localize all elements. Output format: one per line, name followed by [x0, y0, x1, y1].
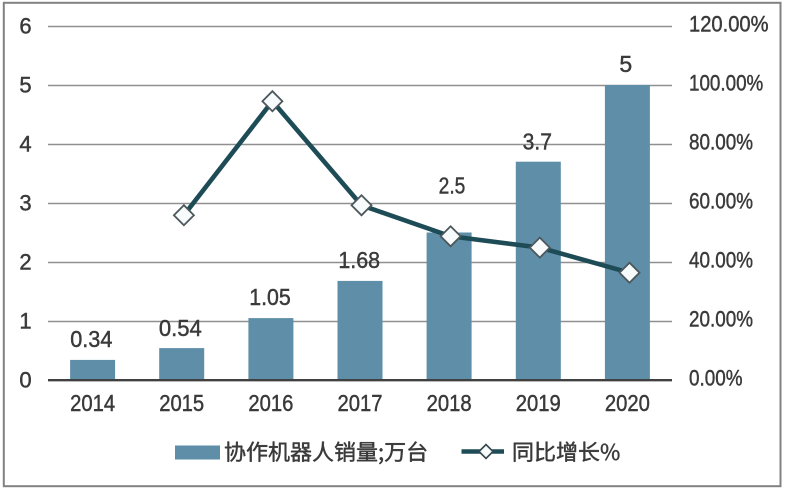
- svg-text:2014: 2014: [70, 390, 115, 416]
- svg-text:6: 6: [19, 14, 31, 39]
- svg-text:80.00%: 80.00%: [689, 130, 753, 155]
- svg-text:40.00%: 40.00%: [689, 248, 753, 273]
- svg-text:1.68: 1.68: [338, 247, 380, 273]
- svg-text:2020: 2020: [605, 390, 650, 416]
- svg-text:2015: 2015: [159, 390, 204, 416]
- svg-text:0.54: 0.54: [159, 315, 202, 341]
- svg-text:0.00%: 0.00%: [689, 366, 743, 391]
- svg-text:0.34: 0.34: [70, 326, 112, 352]
- svg-text:1.05: 1.05: [249, 284, 291, 310]
- svg-text:2.5: 2.5: [439, 172, 466, 198]
- svg-text:5: 5: [619, 51, 632, 77]
- svg-text:0: 0: [19, 368, 31, 393]
- svg-text:1: 1: [19, 309, 31, 334]
- svg-text:2017: 2017: [338, 390, 383, 416]
- svg-text:3: 3: [19, 191, 31, 216]
- svg-text:100.00%: 100.00%: [689, 71, 763, 96]
- svg-text:3.7: 3.7: [523, 129, 552, 155]
- svg-text:60.00%: 60.00%: [689, 189, 753, 214]
- svg-text:4: 4: [19, 132, 31, 157]
- svg-text:5: 5: [19, 73, 31, 98]
- svg-text:2: 2: [19, 250, 31, 275]
- svg-text:20.00%: 20.00%: [689, 307, 753, 332]
- svg-text:120.00%: 120.00%: [689, 12, 769, 37]
- svg-text:2016: 2016: [248, 390, 293, 416]
- svg-text:2019: 2019: [516, 390, 561, 416]
- svg-text:2018: 2018: [427, 390, 472, 416]
